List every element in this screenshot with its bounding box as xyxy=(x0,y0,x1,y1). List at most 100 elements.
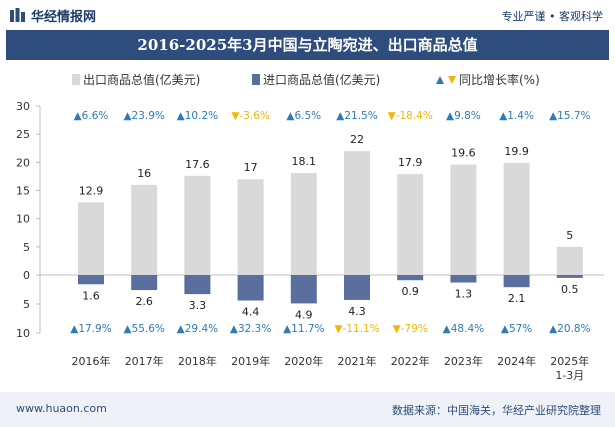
import-bar xyxy=(450,275,477,283)
export-bar xyxy=(344,151,370,275)
legend-swatch-export xyxy=(72,74,80,85)
y-tick-label: 0 xyxy=(23,269,30,282)
export-value-label: 19.6 xyxy=(451,147,476,160)
import-value-label: 4.4 xyxy=(242,306,260,319)
export-growth-label: ▲9.8% xyxy=(446,110,481,122)
import-value-label: 3.3 xyxy=(189,299,207,312)
export-value-label: 12.9 xyxy=(79,184,104,197)
export-value-label: 17.9 xyxy=(398,156,423,169)
export-growth-label: ▲1.4% xyxy=(499,110,534,122)
export-value-label: 5 xyxy=(566,229,573,242)
import-value-label: 4.9 xyxy=(295,308,313,321)
legend-label-export: 出口商品总值(亿美元) xyxy=(83,72,200,87)
import-growth-label: ▲20.8% xyxy=(549,323,590,335)
import-growth-label: ▲17.9% xyxy=(70,323,111,335)
y-tick-label: 10 xyxy=(16,213,30,226)
import-value-label: 1.6 xyxy=(82,289,100,302)
import-growth-label: ▲55.6% xyxy=(123,323,164,335)
y-tick-label: 15 xyxy=(16,185,30,198)
y-tick-label: 10 xyxy=(16,327,30,340)
import-value-label: 4.3 xyxy=(348,305,366,318)
export-growth-label: ▼-18.4% xyxy=(388,110,433,122)
import-bar xyxy=(556,275,583,278)
import-value-label: 2.6 xyxy=(135,295,153,308)
import-growth-label: ▲11.7% xyxy=(283,323,324,335)
y-tick-label: 25 xyxy=(16,128,30,141)
import-bar xyxy=(184,275,211,295)
labels: 12.9 1.6 ▲6.6% ▲17.9% 2016年 16 2.6 ▲23.9% ▲55.6%… xyxy=(70,110,590,382)
export-bar xyxy=(237,179,264,275)
import-growth-label: ▲32.3% xyxy=(230,323,271,335)
bars xyxy=(78,151,583,304)
chart-title: 2016-2025年3月中国与立陶宛进、出口商品总值 xyxy=(137,36,478,54)
y-tick-label: 5 xyxy=(23,241,30,254)
export-bar xyxy=(78,202,104,275)
import-growth-label: ▲57% xyxy=(501,323,532,335)
import-growth-label: ▲48.4% xyxy=(443,323,484,335)
legend-label-import: 进口商品总值(亿美元) xyxy=(263,72,380,87)
import-value-label: 2.1 xyxy=(508,292,526,305)
legend-up-triangle-icon xyxy=(436,76,444,84)
top-bar: 华经情报网 专业严谨 • 客观科学 xyxy=(0,0,615,30)
title-bar: 2016-2025年3月中国与立陶宛进、出口商品总值 xyxy=(6,30,609,60)
chart: 出口商品总值(亿美元) 进口商品总值(亿美元) 同比增长率(%) 30 25 20 15 1… xyxy=(16,72,604,382)
x-tick-label: 2020年 xyxy=(284,354,323,368)
export-bar xyxy=(450,164,477,275)
import-value-label: 1.3 xyxy=(455,288,473,301)
export-growth-label: ▲6.6% xyxy=(74,110,109,122)
import-bar xyxy=(237,275,264,301)
legend-label-growth: 同比增长率(%) xyxy=(459,72,540,87)
export-growth-label: ▲15.7% xyxy=(549,110,590,122)
export-value-label: 17.6 xyxy=(185,158,210,171)
import-growth-label: ▼-11.1% xyxy=(334,323,379,335)
brand-name: 华经情报网 xyxy=(31,10,97,25)
export-value-label: 18.1 xyxy=(292,155,317,168)
legend: 出口商品总值(亿美元) 进口商品总值(亿美元) 同比增长率(%) xyxy=(72,72,540,87)
x-tick-label: 2021年 xyxy=(338,354,377,368)
export-growth-label: ▼-3.6% xyxy=(231,110,270,122)
footer-source: 数据来源：中国海关，华经产业研究院整理 xyxy=(392,404,601,417)
export-growth-label: ▲23.9% xyxy=(123,110,164,122)
import-bar xyxy=(344,275,370,300)
import-growth-label: ▼-79% xyxy=(393,323,428,335)
import-bar xyxy=(78,275,104,285)
import-growth-label: ▲29.4% xyxy=(177,323,218,335)
import-value-label: 0.5 xyxy=(561,283,579,296)
footer: www.huaon.com 数据来源：中国海关，华经产业研究院整理 xyxy=(0,392,615,427)
export-value-label: 22 xyxy=(350,133,364,146)
x-tick-label: 2017年 xyxy=(125,354,164,368)
y-tick-label: 5 xyxy=(23,298,30,311)
export-bar xyxy=(184,175,211,275)
x-tick-label: 2025年 xyxy=(550,354,589,368)
export-bar xyxy=(290,173,317,275)
import-bar xyxy=(131,275,158,291)
export-value-label: 17 xyxy=(244,161,258,174)
x-tick-label: 2018年 xyxy=(178,354,217,368)
x-tick-label: 1-3月 xyxy=(555,369,584,382)
legend-swatch-import xyxy=(252,74,260,85)
export-growth-label: ▲21.5% xyxy=(336,110,377,122)
export-bar xyxy=(556,246,583,275)
export-bar xyxy=(131,184,158,275)
slogan: 专业严谨 • 客观科学 xyxy=(501,10,603,23)
export-growth-label: ▲10.2% xyxy=(177,110,218,122)
brand-logo-icon xyxy=(10,8,25,22)
x-tick-label: 2016年 xyxy=(72,354,111,368)
x-tick-label: 2023年 xyxy=(444,354,483,368)
export-value-label: 16 xyxy=(137,167,151,180)
y-tick-label: 30 xyxy=(16,100,30,113)
footer-url[interactable]: www.huaon.com xyxy=(16,402,107,415)
export-growth-label: ▲6.5% xyxy=(286,110,321,122)
import-bar xyxy=(503,275,530,288)
import-bar xyxy=(397,275,424,281)
x-tick-label: 2022年 xyxy=(391,354,430,368)
y-tick-label: 20 xyxy=(16,156,30,169)
export-bar xyxy=(397,174,424,275)
export-value-label: 19.9 xyxy=(504,145,529,158)
import-bar xyxy=(290,275,317,304)
export-bar xyxy=(503,162,530,275)
import-value-label: 0.9 xyxy=(401,285,419,298)
legend-down-triangle-icon xyxy=(448,76,456,84)
x-tick-label: 2019年 xyxy=(231,354,270,368)
